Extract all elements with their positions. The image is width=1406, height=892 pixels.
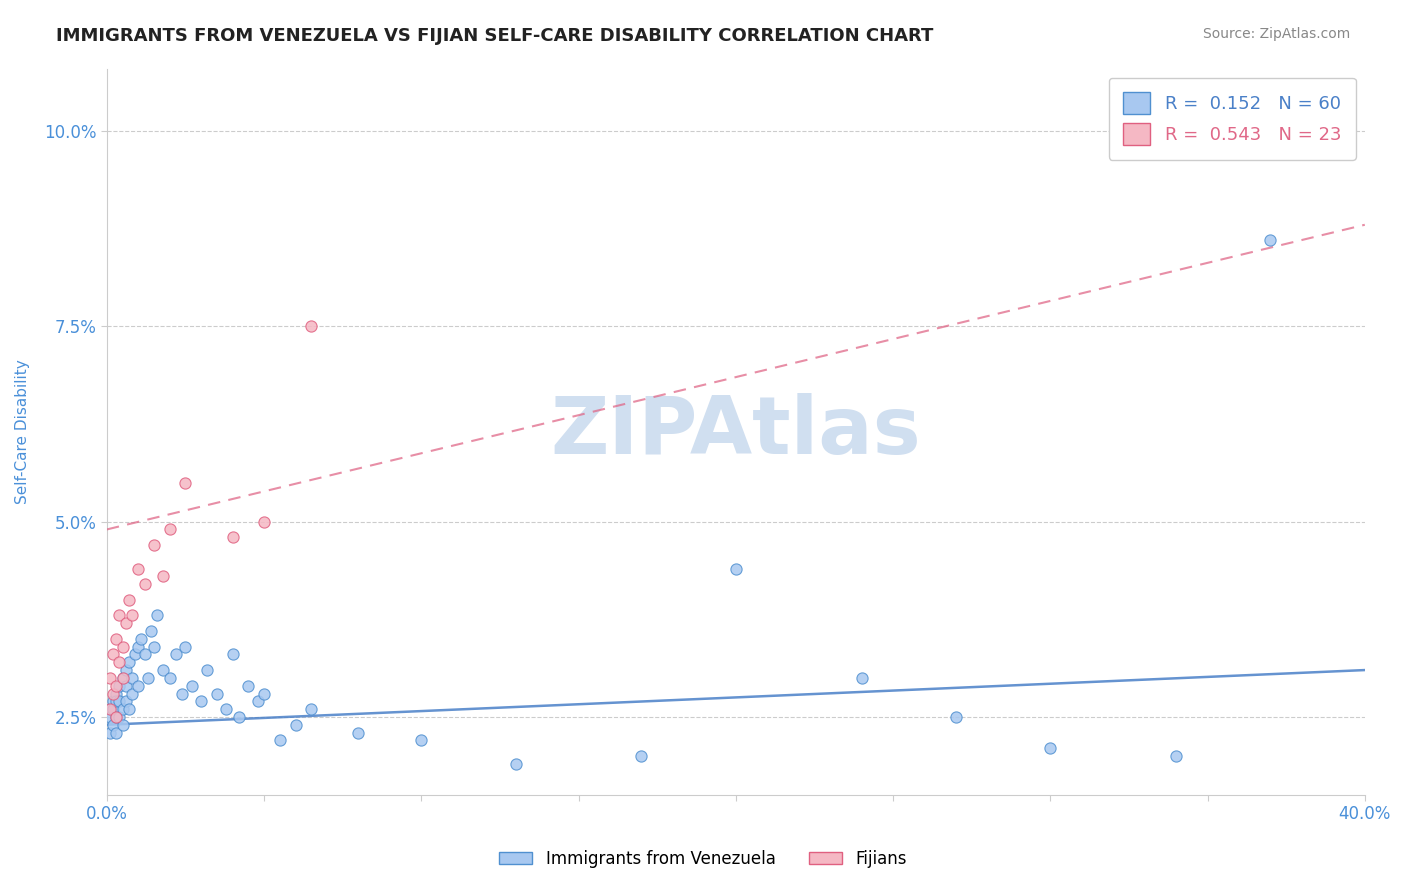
- Point: [98, 702, 121, 716]
- Point: [114, 663, 136, 677]
- Point: [105, 686, 128, 700]
- Point: [411, 733, 433, 747]
- Point: [98, 725, 121, 739]
- Point: [111, 671, 134, 685]
- Point: [114, 694, 136, 708]
- Point: [101, 648, 124, 662]
- Point: [136, 671, 159, 685]
- Point: [121, 686, 143, 700]
- Point: [159, 671, 181, 685]
- Legend: R =  0.152   N = 60, R =  0.543   N = 23: R = 0.152 N = 60, R = 0.543 N = 23: [1109, 78, 1355, 160]
- Point: [174, 640, 197, 654]
- Point: [121, 608, 143, 623]
- Point: [205, 686, 228, 700]
- Point: [118, 702, 141, 716]
- Point: [228, 710, 250, 724]
- Point: [505, 756, 527, 771]
- Point: [108, 694, 131, 708]
- Point: [945, 710, 967, 724]
- Point: [152, 569, 174, 583]
- Legend: Immigrants from Venezuela, Fijians: Immigrants from Venezuela, Fijians: [492, 844, 914, 875]
- Point: [124, 648, 146, 662]
- Point: [105, 725, 128, 739]
- Text: IMMIGRANTS FROM VENEZUELA VS FIJIAN SELF-CARE DISABILITY CORRELATION CHART: IMMIGRANTS FROM VENEZUELA VS FIJIAN SELF…: [56, 27, 934, 45]
- Point: [139, 624, 162, 638]
- Point: [105, 679, 128, 693]
- Point: [108, 679, 131, 693]
- Point: [134, 648, 156, 662]
- Point: [630, 749, 652, 764]
- Point: [114, 616, 136, 631]
- Text: ZIPAtlas: ZIPAtlas: [550, 392, 921, 471]
- Point: [98, 702, 121, 716]
- Point: [127, 561, 149, 575]
- Point: [108, 608, 131, 623]
- Point: [105, 710, 128, 724]
- Point: [105, 632, 128, 646]
- Point: [197, 663, 219, 677]
- Point: [215, 702, 238, 716]
- Y-axis label: Self-Care Disability: Self-Care Disability: [15, 359, 30, 504]
- Point: [101, 686, 124, 700]
- Point: [269, 733, 291, 747]
- Point: [121, 671, 143, 685]
- Point: [98, 710, 121, 724]
- Point: [152, 663, 174, 677]
- Point: [238, 679, 260, 693]
- Point: [101, 702, 124, 716]
- Point: [111, 671, 134, 685]
- Point: [165, 648, 187, 662]
- Point: [127, 679, 149, 693]
- Point: [105, 694, 128, 708]
- Point: [111, 640, 134, 654]
- Point: [174, 475, 197, 490]
- Point: [98, 671, 121, 685]
- Point: [724, 561, 747, 575]
- Point: [111, 702, 134, 716]
- Point: [246, 694, 269, 708]
- Point: [172, 686, 194, 700]
- Point: [143, 640, 166, 654]
- Point: [101, 718, 124, 732]
- Point: [101, 694, 124, 708]
- Point: [114, 679, 136, 693]
- Point: [146, 608, 169, 623]
- Point: [1260, 233, 1282, 247]
- Point: [180, 679, 202, 693]
- Point: [143, 538, 166, 552]
- Point: [253, 515, 276, 529]
- Point: [299, 319, 322, 334]
- Point: [131, 632, 153, 646]
- Point: [105, 710, 128, 724]
- Point: [108, 655, 131, 669]
- Point: [134, 577, 156, 591]
- Point: [1164, 749, 1187, 764]
- Text: Source: ZipAtlas.com: Source: ZipAtlas.com: [1202, 27, 1350, 41]
- Point: [284, 718, 307, 732]
- Point: [127, 640, 149, 654]
- Point: [347, 725, 370, 739]
- Point: [111, 718, 134, 732]
- Point: [108, 710, 131, 724]
- Point: [118, 655, 141, 669]
- Point: [221, 648, 243, 662]
- Point: [190, 694, 212, 708]
- Point: [253, 686, 276, 700]
- Point: [159, 523, 181, 537]
- Point: [299, 702, 322, 716]
- Point: [851, 671, 873, 685]
- Point: [118, 592, 141, 607]
- Point: [1039, 741, 1062, 756]
- Point: [221, 530, 243, 544]
